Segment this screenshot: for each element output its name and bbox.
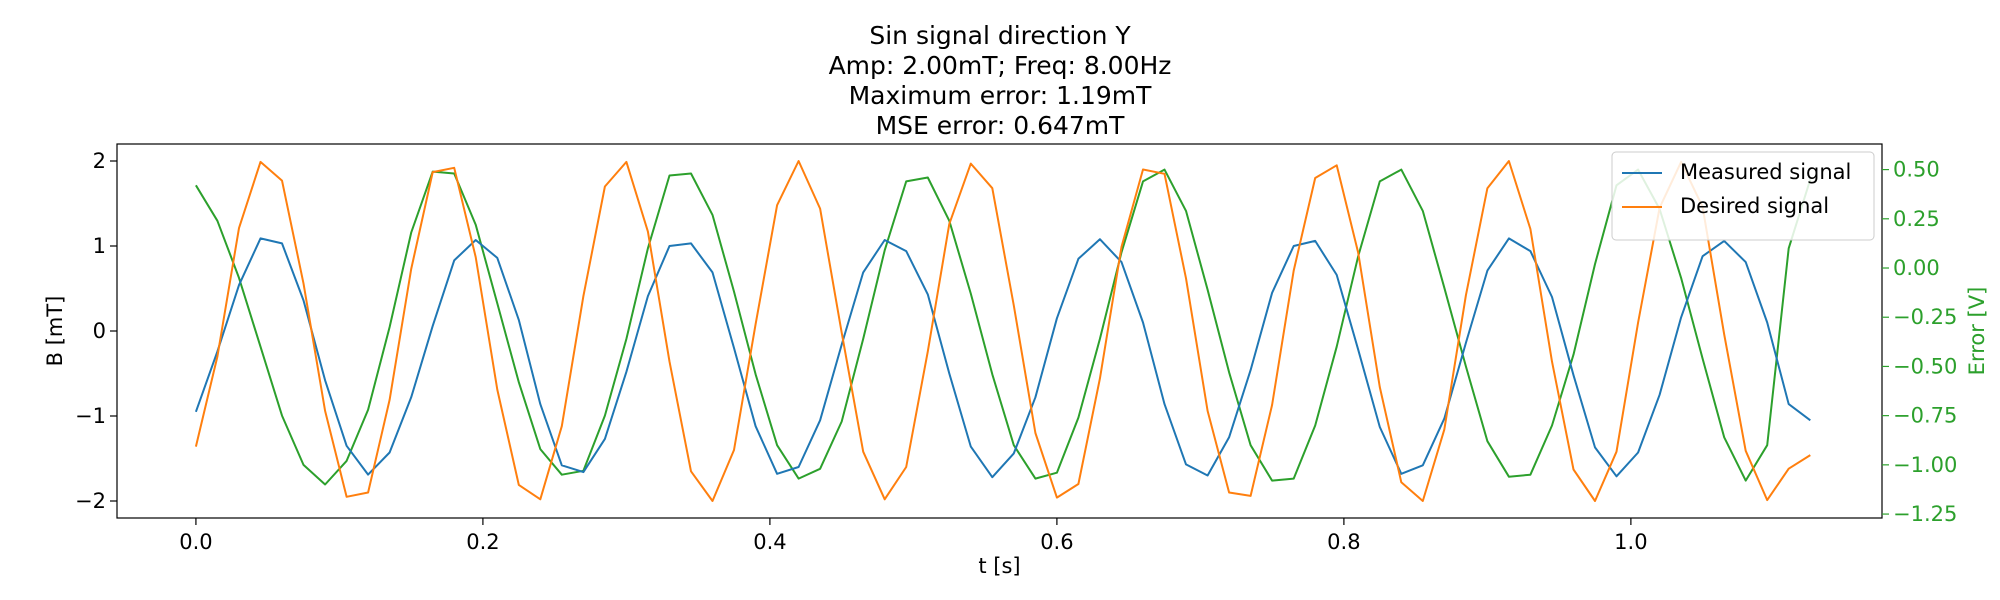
y-left-tick-label: −1 — [75, 404, 106, 428]
legend-box — [1611, 151, 1875, 241]
y-right-tick-label: −1.00 — [1893, 453, 1957, 477]
y-right-tick-label: 0.00 — [1893, 256, 1940, 280]
y-axis-right: 0.50 0.25 0.00 −0.25 −0.50 −0.75 −1.00 −1.25 — [1882, 158, 1957, 526]
y-right-tick-label: −0.50 — [1893, 354, 1957, 378]
y-left-tick-label: −2 — [75, 489, 106, 513]
y-left-tick-label: 0 — [93, 319, 106, 343]
series-measured-signal — [194, 237, 1811, 479]
series-error — [195, 168, 1812, 486]
y-right-tick-label: −0.75 — [1893, 404, 1957, 428]
y-axis-right-label: Error [V] — [1965, 287, 1989, 376]
x-axis-label: t [s] — [978, 554, 1020, 578]
y-right-tick-label: −1.25 — [1893, 502, 1957, 526]
x-tick-label: 0.4 — [753, 530, 786, 554]
y-left-tick-label: 2 — [93, 149, 106, 173]
x-tick-label: 0.0 — [179, 530, 212, 554]
y-right-tick-label: −0.25 — [1893, 305, 1957, 329]
y-axis-left-label: B [mT] — [43, 296, 67, 367]
legend: Measured signal Desired signal — [1611, 151, 1875, 241]
title-line: Sin signal direction Y — [869, 21, 1131, 50]
series-desired-signal — [194, 160, 1811, 502]
series-layer — [194, 160, 1812, 502]
y-left-tick-label: 1 — [93, 234, 106, 258]
y-axis-left: 2 1 0 −1 −2 — [75, 149, 117, 513]
y-right-tick-label: 0.50 — [1893, 158, 1940, 182]
x-axis: 0.0 0.2 0.4 0.6 0.8 1.0 — [179, 518, 1648, 554]
legend-entry: Desired signal — [1680, 194, 1829, 218]
title-line: Amp: 2.00mT; Freq: 8.00Hz — [829, 51, 1172, 80]
x-tick-label: 0.2 — [466, 530, 499, 554]
legend-entry: Measured signal — [1680, 160, 1851, 184]
title-line: MSE error: 0.647mT — [876, 111, 1126, 140]
title-line: Maximum error: 1.19mT — [849, 81, 1153, 110]
x-tick-label: 1.0 — [1614, 530, 1647, 554]
x-tick-label: 0.8 — [1327, 530, 1360, 554]
y-right-tick-label: 0.25 — [1893, 207, 1940, 231]
x-tick-label: 0.6 — [1040, 530, 1073, 554]
